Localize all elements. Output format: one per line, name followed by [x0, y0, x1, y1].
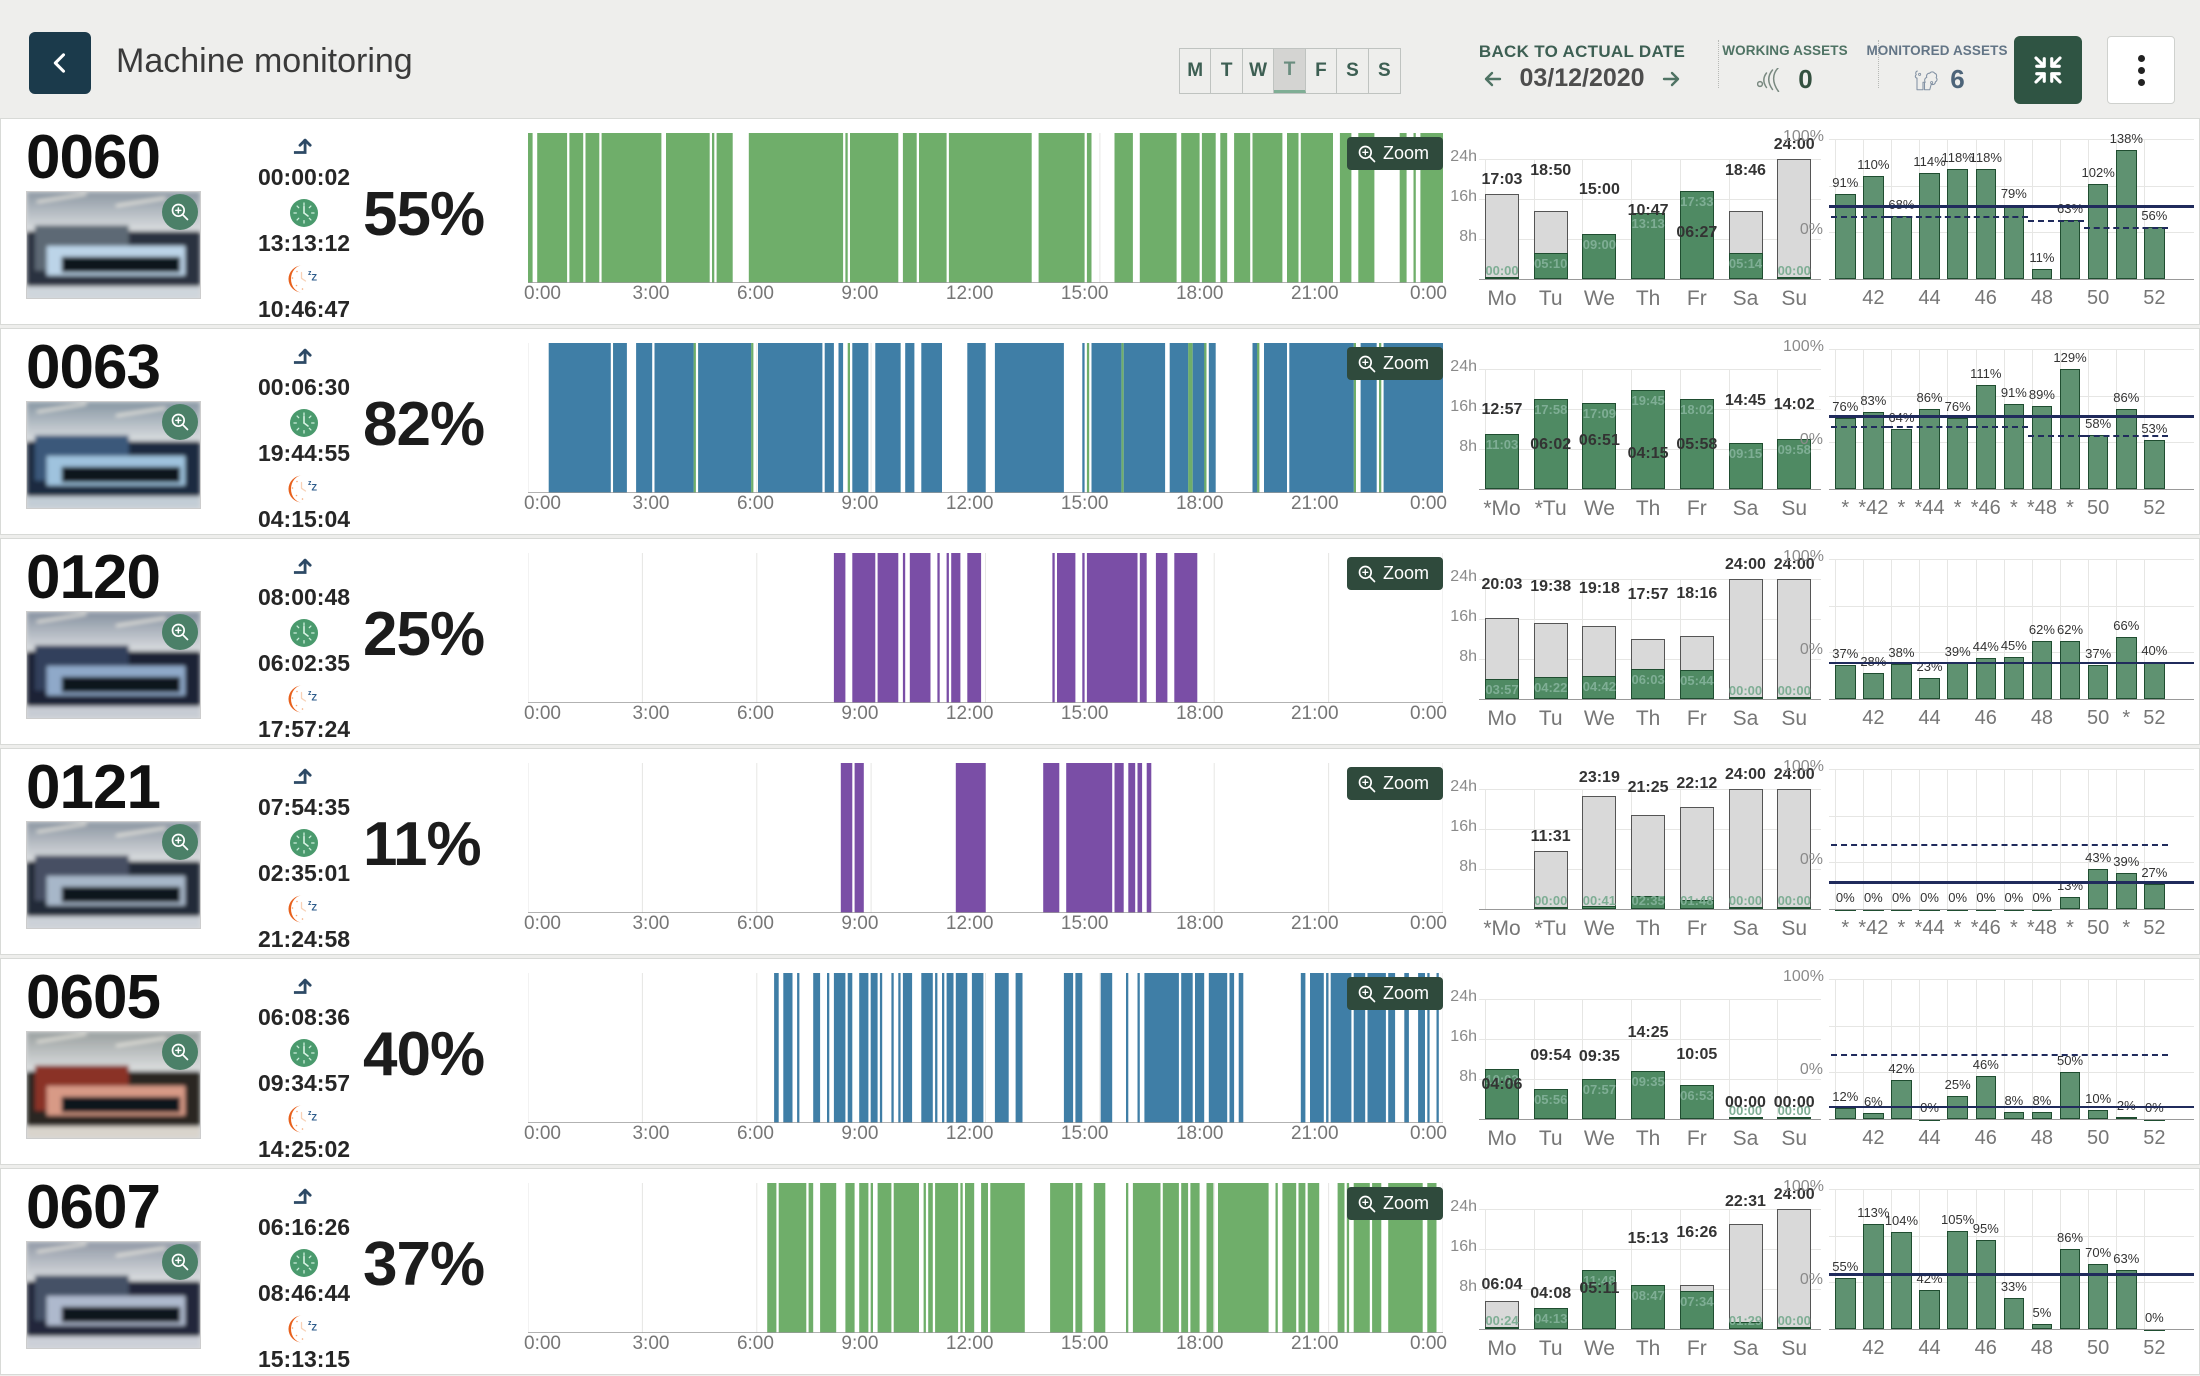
- svg-text:Z: Z: [312, 273, 318, 283]
- svg-text:Z: Z: [312, 483, 318, 493]
- svg-text:Z: Z: [312, 693, 318, 703]
- svg-text:Z: Z: [312, 903, 318, 913]
- svg-text:Z: Z: [312, 1323, 318, 1333]
- svg-text:Z: Z: [312, 1113, 318, 1123]
